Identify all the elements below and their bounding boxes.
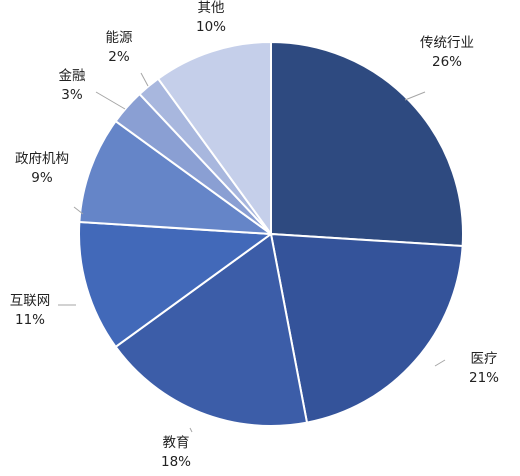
- leader-line-5: [73, 206, 84, 215]
- leader-line-7: [140, 72, 149, 87]
- leader-line-2: [434, 359, 446, 367]
- pie-slices: [78, 40, 464, 427]
- slice-label-4: 互联网: [10, 293, 51, 309]
- leader-line-6: [95, 91, 126, 110]
- slice-percent-8: 10%: [196, 19, 226, 35]
- pie-slice-1: [270, 40, 464, 248]
- slice-percent-5: 9%: [31, 170, 53, 186]
- pie-slice-3: [114, 232, 309, 427]
- pie-slice-2: [269, 232, 464, 424]
- leader-line-3: [189, 427, 193, 433]
- pie-slice-4: [78, 220, 274, 349]
- slice-label-6: 金融: [59, 68, 86, 84]
- slice-label-5: 政府机构: [15, 151, 69, 167]
- slice-percent-1: 26%: [432, 54, 462, 70]
- slice-percent-4: 11%: [15, 312, 45, 328]
- slice-percent-7: 2%: [108, 49, 130, 65]
- slice-label-3: 教育: [163, 435, 190, 451]
- pie-slice-8: [156, 40, 272, 238]
- slice-label-7: 能源: [106, 30, 133, 46]
- slice-labels: 传统行业 26% 医疗 21% 教育 18% 互联网 11% 政府机构 9% 金融 3% 能源 2% 其他 1…: [10, 0, 499, 470]
- pie-slice-5: [78, 119, 275, 236]
- slice-percent-3: 18%: [161, 454, 191, 470]
- leader-line-1: [404, 91, 426, 101]
- slice-label-1: 传统行业: [420, 35, 474, 51]
- leader-lines: [58, 72, 446, 433]
- slice-percent-6: 3%: [61, 87, 83, 103]
- slice-label-8: 其他: [198, 0, 225, 16]
- slice-percent-2: 21%: [469, 370, 499, 386]
- slice-label-2: 医疗: [471, 351, 498, 367]
